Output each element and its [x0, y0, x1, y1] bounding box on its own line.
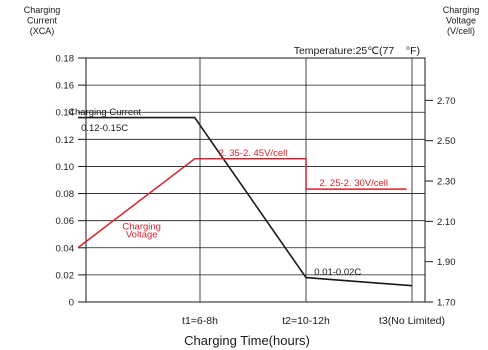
temperature-label: Temperature:25℃(77 °F)	[294, 45, 420, 57]
series-line-charging-current	[78, 116, 413, 287]
series	[77, 116, 413, 287]
series-annotation: 2. 35-2. 45V/cell	[219, 148, 288, 159]
series-annotation: Charging	[122, 221, 161, 232]
right-axis-title: (V/cell)	[447, 26, 475, 36]
left-tick-label: 0.18	[56, 54, 75, 65]
x-axis-title: Charging Time(hours)	[184, 333, 310, 348]
right-tick-label: 1.70	[437, 298, 456, 309]
left-tick-label: 0.02	[56, 270, 75, 281]
series-annotation: Charging Current	[68, 107, 141, 118]
labels: Temperature:25℃(77 °F) Charging Current 0.…	[68, 45, 420, 278]
left-axis-title: Charging	[24, 5, 61, 15]
right-tick-label: 2.30	[437, 177, 456, 188]
right-tick-label: 1.90	[437, 257, 456, 268]
left-tick-label: 0.06	[56, 216, 75, 227]
left-axis-title: Current	[27, 16, 58, 26]
right-tick-label: 2.50	[437, 136, 456, 147]
series-line-charging-voltage	[77, 158, 407, 249]
left-tick-label: 0.14	[56, 108, 75, 119]
plot-frame	[85, 57, 426, 303]
series-annotation: 2. 25-2. 30V/cell	[319, 178, 388, 189]
right-axis-title: Charging	[443, 5, 480, 15]
left-axis-title: (XCA)	[30, 26, 55, 36]
axes: 0 0.02 0.04 0.06 0.08 0.10 0.12 0.14 0.16 0.18 t1=…	[24, 5, 480, 348]
series-annotation: 0.12-0.15C	[81, 123, 128, 134]
left-tick-label: 0.10	[56, 162, 75, 173]
right-tick-label: 2.10	[437, 217, 456, 228]
left-tick-label: 0.16	[56, 81, 75, 92]
x-tick-label: t1=6-8h	[182, 315, 218, 327]
series-annotation: 0.01-0.02C	[314, 267, 361, 278]
x-tick-label: t2=10-12h	[282, 315, 330, 327]
right-axis-title: Voltage	[446, 16, 476, 26]
left-tick-label: 0	[69, 298, 74, 309]
x-tick-label: t3(No Limited)	[379, 315, 445, 327]
series-annotation: Voltage	[126, 229, 158, 240]
left-tick-label: 0.04	[56, 243, 75, 254]
left-tick-label: 0.12	[56, 135, 75, 146]
left-tick-label: 0.08	[56, 189, 75, 200]
right-tick-label: 2.70	[437, 96, 456, 107]
